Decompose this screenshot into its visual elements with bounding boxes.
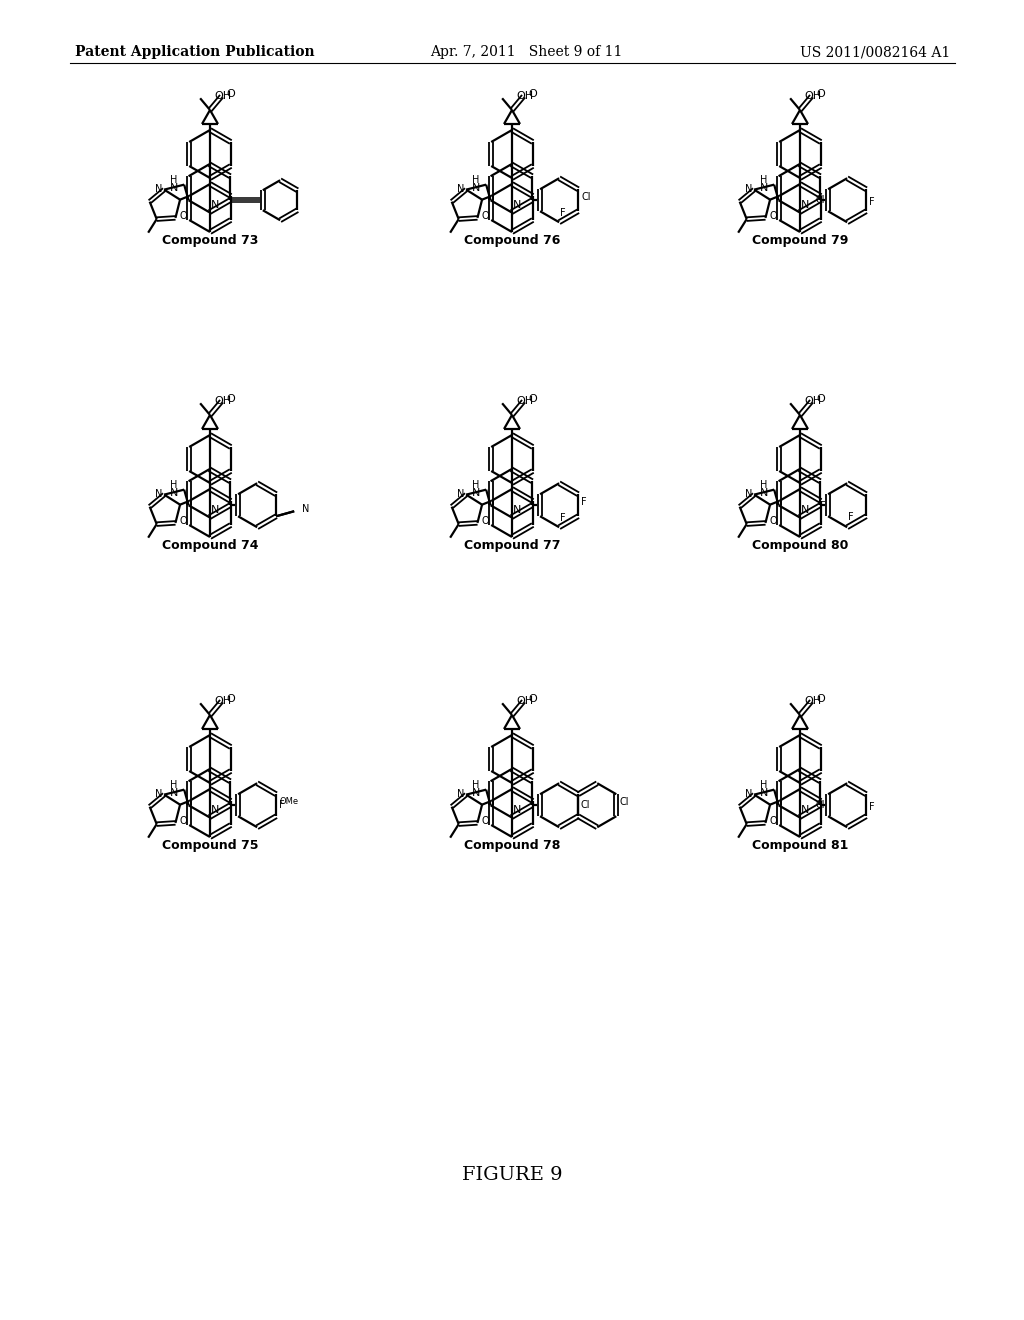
Text: O: O bbox=[528, 694, 538, 704]
Text: O: O bbox=[226, 90, 236, 99]
Text: OH: OH bbox=[516, 696, 534, 706]
Text: F: F bbox=[869, 197, 874, 207]
Text: Compound 81: Compound 81 bbox=[752, 838, 848, 851]
Text: O: O bbox=[226, 694, 236, 704]
Text: F: F bbox=[869, 803, 874, 812]
Text: N: N bbox=[802, 506, 810, 515]
Text: O: O bbox=[481, 816, 489, 826]
Text: H: H bbox=[761, 780, 768, 789]
Text: H: H bbox=[472, 479, 480, 490]
Text: Compound 74: Compound 74 bbox=[162, 539, 258, 552]
Text: Cl: Cl bbox=[582, 193, 591, 202]
Text: F: F bbox=[560, 209, 566, 218]
Text: N: N bbox=[744, 788, 753, 799]
Text: O: O bbox=[226, 395, 236, 404]
Text: N: N bbox=[457, 488, 464, 499]
Text: N: N bbox=[155, 488, 162, 499]
Text: O: O bbox=[769, 211, 777, 220]
Text: F: F bbox=[820, 502, 826, 511]
Text: Cl: Cl bbox=[815, 800, 825, 810]
Text: F: F bbox=[560, 513, 566, 523]
Text: N: N bbox=[155, 183, 162, 194]
Text: Compound 76: Compound 76 bbox=[464, 234, 560, 247]
Text: N: N bbox=[760, 487, 768, 498]
Text: F: F bbox=[582, 498, 587, 507]
Text: N: N bbox=[802, 201, 810, 210]
Text: Cl: Cl bbox=[581, 800, 590, 810]
Text: H: H bbox=[761, 174, 768, 185]
Text: N: N bbox=[170, 788, 178, 797]
Text: N: N bbox=[760, 182, 768, 193]
Text: O: O bbox=[769, 816, 777, 826]
Text: H: H bbox=[170, 479, 178, 490]
Text: Compound 80: Compound 80 bbox=[752, 539, 848, 552]
Text: Apr. 7, 2011   Sheet 9 of 11: Apr. 7, 2011 Sheet 9 of 11 bbox=[430, 45, 623, 59]
Text: Compound 75: Compound 75 bbox=[162, 838, 258, 851]
Text: N: N bbox=[211, 506, 220, 515]
Text: H: H bbox=[761, 479, 768, 490]
Text: US 2011/0082164 A1: US 2011/0082164 A1 bbox=[800, 45, 950, 59]
Text: N: N bbox=[170, 487, 178, 498]
Text: Patent Application Publication: Patent Application Publication bbox=[75, 45, 314, 59]
Text: OH: OH bbox=[214, 696, 231, 706]
Text: N: N bbox=[472, 487, 480, 498]
Text: OH: OH bbox=[516, 91, 534, 102]
Text: N: N bbox=[211, 201, 220, 210]
Text: OH: OH bbox=[804, 91, 821, 102]
Text: H: H bbox=[170, 780, 178, 789]
Text: Compound 79: Compound 79 bbox=[752, 234, 848, 247]
Text: O: O bbox=[179, 211, 187, 220]
Text: N: N bbox=[513, 201, 522, 210]
Text: OH: OH bbox=[516, 396, 534, 407]
Text: N: N bbox=[513, 506, 522, 515]
Text: OMe: OMe bbox=[280, 797, 298, 807]
Text: Compound 78: Compound 78 bbox=[464, 838, 560, 851]
Text: N: N bbox=[457, 788, 464, 799]
Text: Cl: Cl bbox=[815, 195, 825, 205]
Text: H: H bbox=[472, 174, 480, 185]
Text: F: F bbox=[848, 512, 854, 523]
Text: N: N bbox=[472, 788, 480, 797]
Text: OH: OH bbox=[804, 396, 821, 407]
Text: O: O bbox=[481, 211, 489, 220]
Text: O: O bbox=[179, 816, 187, 826]
Text: N: N bbox=[744, 183, 753, 194]
Text: O: O bbox=[769, 516, 777, 525]
Text: N: N bbox=[302, 504, 309, 515]
Text: O: O bbox=[481, 516, 489, 525]
Text: OH: OH bbox=[214, 91, 231, 102]
Text: O: O bbox=[528, 90, 538, 99]
Text: N: N bbox=[155, 788, 162, 799]
Text: H: H bbox=[170, 174, 178, 185]
Text: N: N bbox=[802, 805, 810, 816]
Text: FIGURE 9: FIGURE 9 bbox=[462, 1166, 562, 1184]
Text: O: O bbox=[528, 395, 538, 404]
Text: N: N bbox=[170, 182, 178, 193]
Text: OH: OH bbox=[214, 396, 231, 407]
Text: Cl: Cl bbox=[620, 797, 629, 808]
Text: N: N bbox=[760, 788, 768, 797]
Text: O: O bbox=[179, 516, 187, 525]
Text: N: N bbox=[744, 488, 753, 499]
Text: Compound 77: Compound 77 bbox=[464, 539, 560, 552]
Text: H: H bbox=[472, 780, 480, 789]
Text: N: N bbox=[211, 805, 220, 816]
Text: OH: OH bbox=[804, 696, 821, 706]
Text: O: O bbox=[816, 90, 825, 99]
Text: N: N bbox=[513, 805, 522, 816]
Text: O: O bbox=[816, 395, 825, 404]
Text: F: F bbox=[280, 800, 285, 810]
Text: Compound 73: Compound 73 bbox=[162, 234, 258, 247]
Text: O: O bbox=[816, 694, 825, 704]
Text: N: N bbox=[457, 183, 464, 194]
Text: N: N bbox=[472, 182, 480, 193]
